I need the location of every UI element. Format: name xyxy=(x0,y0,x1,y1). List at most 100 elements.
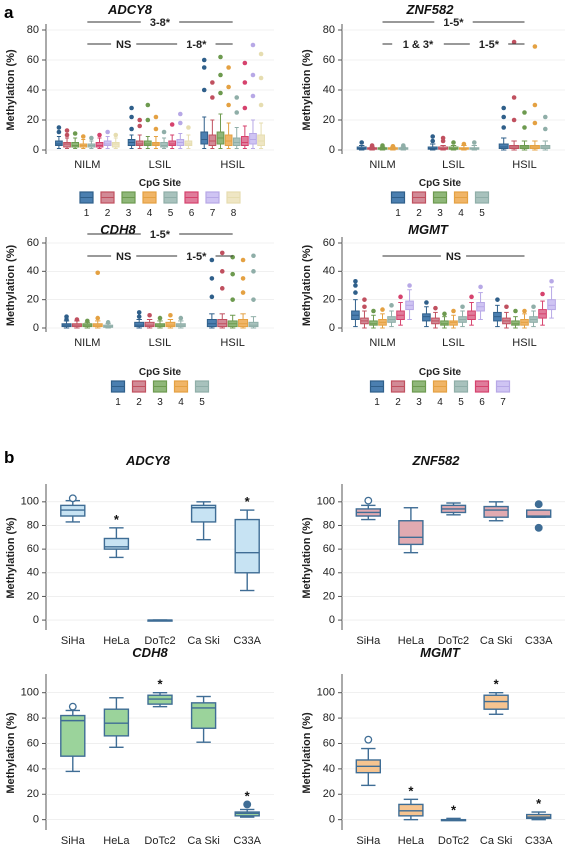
chart-title: ADCY8 xyxy=(107,2,153,17)
chart-title: ZNF582 xyxy=(406,2,455,17)
legend-label: 3 xyxy=(126,208,132,219)
box xyxy=(224,134,233,146)
x-tick-label: Ca Ski xyxy=(187,835,219,847)
box xyxy=(449,320,458,326)
y-axis-label: Methylation (%) xyxy=(301,49,313,131)
significance-star: * xyxy=(408,783,414,798)
x-tick-label: HeLa xyxy=(103,835,130,847)
y-axis-label: Methylation (%) xyxy=(301,517,313,599)
chart-title: CDH8 xyxy=(100,222,136,237)
chart-7-marks: SiHa HeLa * DoTc2 * Ca Ski * C33A * xyxy=(355,677,553,847)
outlier-point xyxy=(113,132,119,138)
chart-title: ADCY8 xyxy=(125,453,171,468)
box xyxy=(257,134,265,146)
chart-5-axes: 0 20 40 60 80 100 Methylation (%) ZNF582 xyxy=(301,453,565,630)
chart-2-axes: 0 20 40 60 Methylation (%) CDH8 xyxy=(5,222,274,334)
outlier-point xyxy=(543,126,548,132)
outlier-point xyxy=(230,271,235,277)
outlier-point xyxy=(186,125,191,130)
outlier-point xyxy=(178,111,183,117)
legend-label: 1 xyxy=(115,397,121,408)
y-tick-label: 60 xyxy=(27,543,39,555)
outlier-point xyxy=(218,72,223,78)
chart-1-legend: CpG Site 1 2 3 4 5 xyxy=(390,178,490,219)
outlier-point xyxy=(97,132,102,138)
box xyxy=(71,142,80,148)
x-tick-label: HeLa xyxy=(103,635,130,647)
legend-label: 5 xyxy=(458,397,464,408)
outlier-point xyxy=(430,138,436,144)
legend-label: 3 xyxy=(416,397,422,408)
x-tick-label: Ca Ski xyxy=(480,635,512,647)
significance-star: * xyxy=(157,677,163,692)
legend-label: 8 xyxy=(231,208,237,219)
legend-label: 2 xyxy=(136,397,142,408)
y-tick-label: 80 xyxy=(323,519,335,531)
box xyxy=(547,299,556,311)
x-tick-label: C33A xyxy=(525,835,553,847)
significance-label: 3-8* xyxy=(150,17,171,29)
box xyxy=(111,142,120,148)
x-tick-label: DoTc2 xyxy=(438,835,469,847)
outlier-point xyxy=(549,278,554,284)
y-tick-label: 60 xyxy=(323,54,335,66)
y-tick-label: 20 xyxy=(27,590,39,602)
outlier-point xyxy=(501,105,507,111)
outlier-point xyxy=(240,290,246,295)
outlier-point xyxy=(136,314,142,319)
y-tick-label: 20 xyxy=(323,114,335,126)
outlier-point xyxy=(178,315,184,321)
outlier-point xyxy=(178,120,183,126)
significance-label: 1-5* xyxy=(150,229,171,241)
legend-title: CpG Site xyxy=(139,367,182,378)
outlier-point xyxy=(522,308,527,314)
outlier-point xyxy=(219,250,225,256)
outlier-point xyxy=(136,310,142,315)
y-axis-label: Methylation (%) xyxy=(5,49,17,131)
x-tick-label: DoTc2 xyxy=(144,635,175,647)
y-tick-label: 60 xyxy=(323,237,335,249)
outlier-point xyxy=(137,117,142,123)
outlier-point xyxy=(433,305,438,311)
outlier-point xyxy=(258,51,264,57)
y-tick-label: 40 xyxy=(27,763,39,775)
outlier-point xyxy=(440,135,446,141)
outlier-point xyxy=(242,105,248,111)
outlier-point xyxy=(401,143,406,148)
y-tick-label: 40 xyxy=(323,567,335,579)
x-tick-label: HSIL xyxy=(512,337,536,349)
box xyxy=(483,505,509,518)
chart-1-marks: NILM LSIL HSIL 1-5* 1 & 3* 1-5* xyxy=(356,17,551,171)
y-tick-label: 20 xyxy=(27,114,39,126)
outlier-point xyxy=(209,276,215,281)
outlier-point xyxy=(161,129,167,135)
box xyxy=(240,136,249,146)
outlier-point xyxy=(424,300,429,305)
legend-label: 7 xyxy=(210,208,216,219)
outlier-point xyxy=(147,312,152,318)
legend-label: 6 xyxy=(479,397,485,408)
outlier-point xyxy=(85,318,90,324)
significance-label: 1 & 3* xyxy=(403,39,434,51)
outlier-point xyxy=(511,39,517,45)
outlier-point xyxy=(219,269,225,274)
outlier-point xyxy=(362,304,367,310)
y-tick-label: 100 xyxy=(317,687,335,699)
legend-title: CpG Site xyxy=(139,178,182,189)
outlier-point xyxy=(95,270,101,276)
chart-0-marks: NILM LSIL HSIL 3-8* NS 1-8* xyxy=(55,17,265,171)
box xyxy=(55,140,63,146)
significance-label: NS xyxy=(116,39,131,51)
significance-star: * xyxy=(245,788,251,803)
chart-7-axes: 0 20 40 60 80 100 Methylation (%) MGMT xyxy=(301,645,565,830)
outlier-point xyxy=(157,315,163,321)
outlier-point xyxy=(226,84,231,90)
box xyxy=(526,509,552,518)
box xyxy=(190,702,217,729)
significance-label: NS xyxy=(116,251,131,263)
x-tick-label: HeLa xyxy=(398,635,425,647)
y-tick-label: 40 xyxy=(323,265,335,277)
legend-title: CpG Site xyxy=(419,367,462,378)
